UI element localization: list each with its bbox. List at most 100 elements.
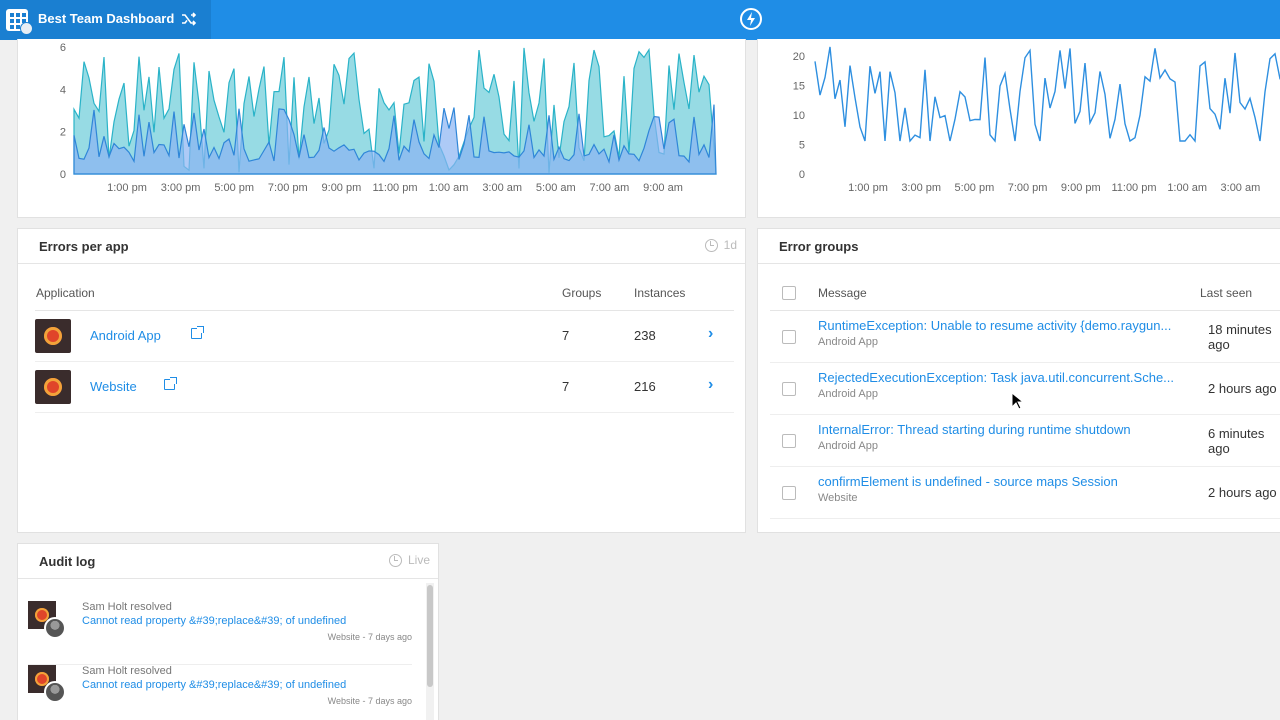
card-header: Error groups	[758, 229, 1280, 264]
column-header-groups[interactable]: Groups	[562, 286, 602, 300]
error-message-link[interactable]: RejectedExecutionException: Task java.ut…	[818, 370, 1175, 385]
table-row[interactable]: Website 7 216 ›	[35, 362, 734, 413]
audit-user: Sam Holt resolved	[82, 601, 172, 613]
audit-user: Sam Holt resolved	[82, 665, 172, 677]
x-tick-label: 1:00 pm	[107, 182, 147, 194]
app-link[interactable]: Android App	[90, 328, 161, 343]
x-tick-label: 1:00 pm	[848, 182, 888, 194]
y-tick-label: 20	[793, 51, 805, 63]
line-chart: 20 15 10 5 0 1:00 pm 3:00 pm 5:00 pm 7:00 pm 9:00…	[793, 46, 1280, 194]
app-logo-icon	[35, 319, 71, 353]
chevron-right-icon[interactable]: ›	[708, 376, 714, 393]
audit-log-card: Audit log Live Sam Holt resolved Cannot …	[17, 543, 439, 720]
column-header-application[interactable]: Application	[36, 286, 95, 300]
error-message-link[interactable]: confirmElement is undefined - source map…	[818, 474, 1118, 489]
audit-item[interactable]: Sam Holt resolved Cannot read property &…	[28, 601, 412, 665]
y-tick-label: 15	[793, 81, 805, 93]
error-app-label: Android App	[818, 336, 878, 348]
y-tick-label: 4	[60, 84, 66, 96]
error-app-label: Website	[818, 492, 858, 504]
card-header: Errors per app 1d	[18, 229, 745, 264]
x-tick-label: 5:00 pm	[214, 182, 254, 194]
shuffle-icon[interactable]	[181, 11, 197, 27]
bolt-icon[interactable]	[740, 8, 762, 30]
instances-count: 216	[634, 379, 656, 394]
chart-card-left: 6 4 2 0 1:00 pm 3:00 pm 5:00 pm 7:00 pm 9:00 pm 1…	[17, 39, 746, 218]
y-tick-label: 10	[793, 110, 805, 122]
y-tick-label: 0	[60, 169, 66, 181]
last-seen-value: 18 minutes ago	[1208, 322, 1272, 352]
globe-badge-icon	[20, 22, 33, 35]
row-checkbox[interactable]	[782, 434, 796, 448]
error-group-row[interactable]: RuntimeException: Unable to resume activ…	[770, 311, 1280, 363]
external-link-icon[interactable]	[191, 326, 204, 339]
avatar	[44, 617, 66, 639]
select-all-checkbox[interactable]	[782, 286, 796, 300]
card-title: Audit log	[39, 554, 96, 569]
area-series-b	[73, 104, 717, 175]
area-chart: 6 4 2 0 1:00 pm 3:00 pm 5:00 pm 7:00 pm 9:00 pm 1…	[60, 42, 717, 194]
error-group-row[interactable]: InternalError: Thread starting during ru…	[770, 415, 1280, 467]
x-tick-label: 3:00 am	[1221, 182, 1261, 194]
table-row[interactable]: Android App 7 238 ›	[35, 311, 734, 362]
range-label: Live	[407, 553, 430, 567]
error-app-label: Android App	[818, 440, 878, 452]
chart-card-right: 20 15 10 5 0 1:00 pm 3:00 pm 5:00 pm 7:00 pm 9:00…	[757, 39, 1280, 218]
x-tick-label: 5:00 pm	[955, 182, 995, 194]
line-series	[814, 46, 1280, 143]
clock-icon	[704, 238, 718, 252]
errors-per-app-card: Errors per app 1d Application Groups Ins…	[17, 228, 746, 533]
x-tick-label: 1:00 am	[1167, 182, 1207, 194]
chevron-right-icon[interactable]: ›	[708, 325, 714, 342]
audit-error-link[interactable]: Cannot read property &#39;replace&#39; o…	[82, 615, 347, 627]
error-group-row[interactable]: RejectedExecutionException: Task java.ut…	[770, 363, 1280, 415]
row-checkbox[interactable]	[782, 486, 796, 500]
x-tick-label: 11:00 pm	[1111, 182, 1156, 194]
card-header: Audit log Live	[18, 544, 438, 579]
dashboard-title[interactable]: Best Team Dashboard	[38, 11, 175, 26]
error-message-link[interactable]: RuntimeException: Unable to resume activ…	[818, 318, 1172, 333]
range-indicator[interactable]: Live	[388, 553, 430, 567]
y-tick-label: 5	[799, 140, 805, 152]
area-series-a	[73, 47, 717, 175]
x-tick-label: 9:00 am	[643, 182, 683, 194]
top-bar: Best Team Dashboard	[0, 0, 1280, 40]
last-seen-value: 2 hours ago	[1208, 485, 1277, 500]
row-checkbox[interactable]	[782, 382, 796, 396]
x-tick-label: 7:00 pm	[268, 182, 308, 194]
x-tick-label: 9:00 pm	[322, 182, 362, 194]
audit-item[interactable]: Sam Holt resolved Cannot read property &…	[28, 665, 412, 720]
error-group-row[interactable]: confirmElement is undefined - source map…	[770, 467, 1280, 519]
scrollbar-thumb[interactable]	[427, 585, 433, 687]
y-tick-label: 0	[799, 169, 805, 181]
x-tick-label: 9:00 pm	[1061, 182, 1101, 194]
error-message-link[interactable]: InternalError: Thread starting during ru…	[818, 422, 1131, 437]
scrollbar[interactable]	[426, 583, 434, 720]
x-tick-label: 3:00 pm	[901, 182, 941, 194]
error-app-label: Android App	[818, 388, 878, 400]
instances-count: 238	[634, 328, 656, 343]
range-indicator[interactable]: 1d	[704, 238, 737, 252]
audit-meta: Website - 7 days ago	[327, 632, 412, 642]
row-checkbox[interactable]	[782, 330, 796, 344]
column-header-instances[interactable]: Instances	[634, 286, 686, 300]
x-tick-label: 3:00 pm	[161, 182, 201, 194]
audit-error-link[interactable]: Cannot read property &#39;replace&#39; o…	[82, 679, 347, 691]
audit-meta: Website - 7 days ago	[327, 696, 412, 706]
avatar	[44, 681, 66, 703]
clock-icon	[388, 553, 402, 567]
dashboard-selector[interactable]: Best Team Dashboard	[0, 0, 211, 40]
column-header-message[interactable]: Message	[818, 286, 867, 300]
groups-count: 7	[562, 328, 570, 343]
last-seen-value: 2 hours ago	[1208, 381, 1277, 396]
app-link[interactable]: Website	[90, 379, 137, 394]
last-seen-value: 6 minutes ago	[1208, 426, 1265, 456]
error-groups-card: Error groups Message Last seen RuntimeEx…	[757, 228, 1280, 533]
x-tick-label: 11:00 pm	[372, 182, 417, 194]
x-tick-label: 7:00 am	[590, 182, 630, 194]
x-tick-label: 1:00 am	[429, 182, 469, 194]
range-label: 1d	[723, 238, 737, 252]
external-link-icon[interactable]	[164, 377, 177, 390]
column-header-last-seen[interactable]: Last seen	[1200, 286, 1253, 300]
card-title: Errors per app	[39, 239, 129, 254]
